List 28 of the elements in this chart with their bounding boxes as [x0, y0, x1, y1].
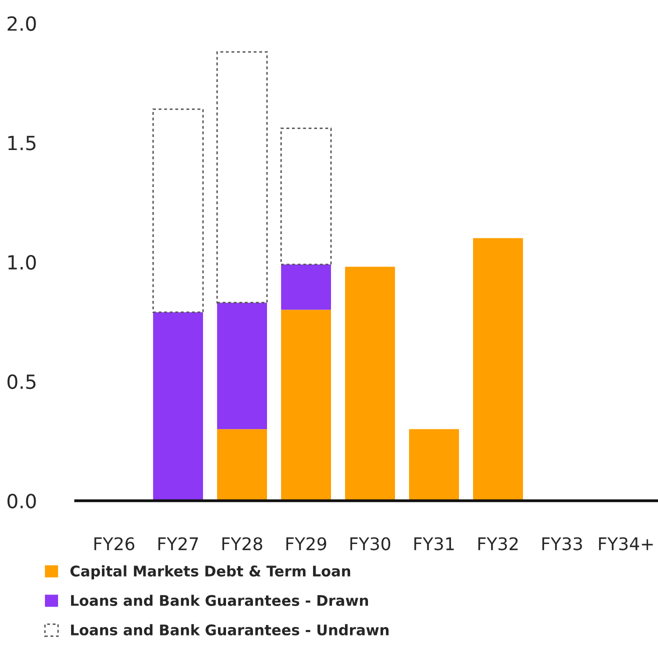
x-tick-label: FY26 — [94, 537, 134, 550]
x-tick-label: FY33 — [542, 537, 582, 550]
y-tick-label: 1.5 — [8, 136, 36, 150]
x-tick-label: FY31 — [414, 537, 454, 550]
y-tick-label: 0.0 — [8, 494, 36, 508]
y-tick-label: 1.0 — [8, 254, 36, 270]
bar — [216, 51, 268, 304]
y-tick-label: 2.0 — [8, 16, 36, 31]
bar — [280, 128, 332, 266]
x-tick-label: FY34+ — [599, 537, 653, 550]
bar — [345, 266, 395, 501]
legend-label: Capital Markets Debt & Term Loan — [70, 565, 350, 580]
x-tick-label: FY32 — [478, 537, 518, 550]
bar — [152, 108, 204, 313]
x-tick-label: FY29 — [286, 537, 326, 550]
y-tick-label: 0.5 — [8, 374, 36, 390]
bar — [217, 429, 268, 501]
legend-label: Loans and Bank Guarantees - Drawn — [71, 594, 368, 606]
x-tick-label: FY27 — [158, 537, 198, 550]
x-tick-label: FY28 — [222, 537, 262, 550]
bar — [281, 310, 331, 501]
bar — [409, 429, 459, 501]
bar — [473, 238, 523, 501]
bar — [217, 302, 268, 430]
bar — [153, 312, 204, 501]
bar — [281, 264, 331, 310]
legend-label: Loans and Bank Guarantees - Undrawn — [71, 624, 389, 636]
x-tick-label: FY30 — [350, 537, 390, 550]
